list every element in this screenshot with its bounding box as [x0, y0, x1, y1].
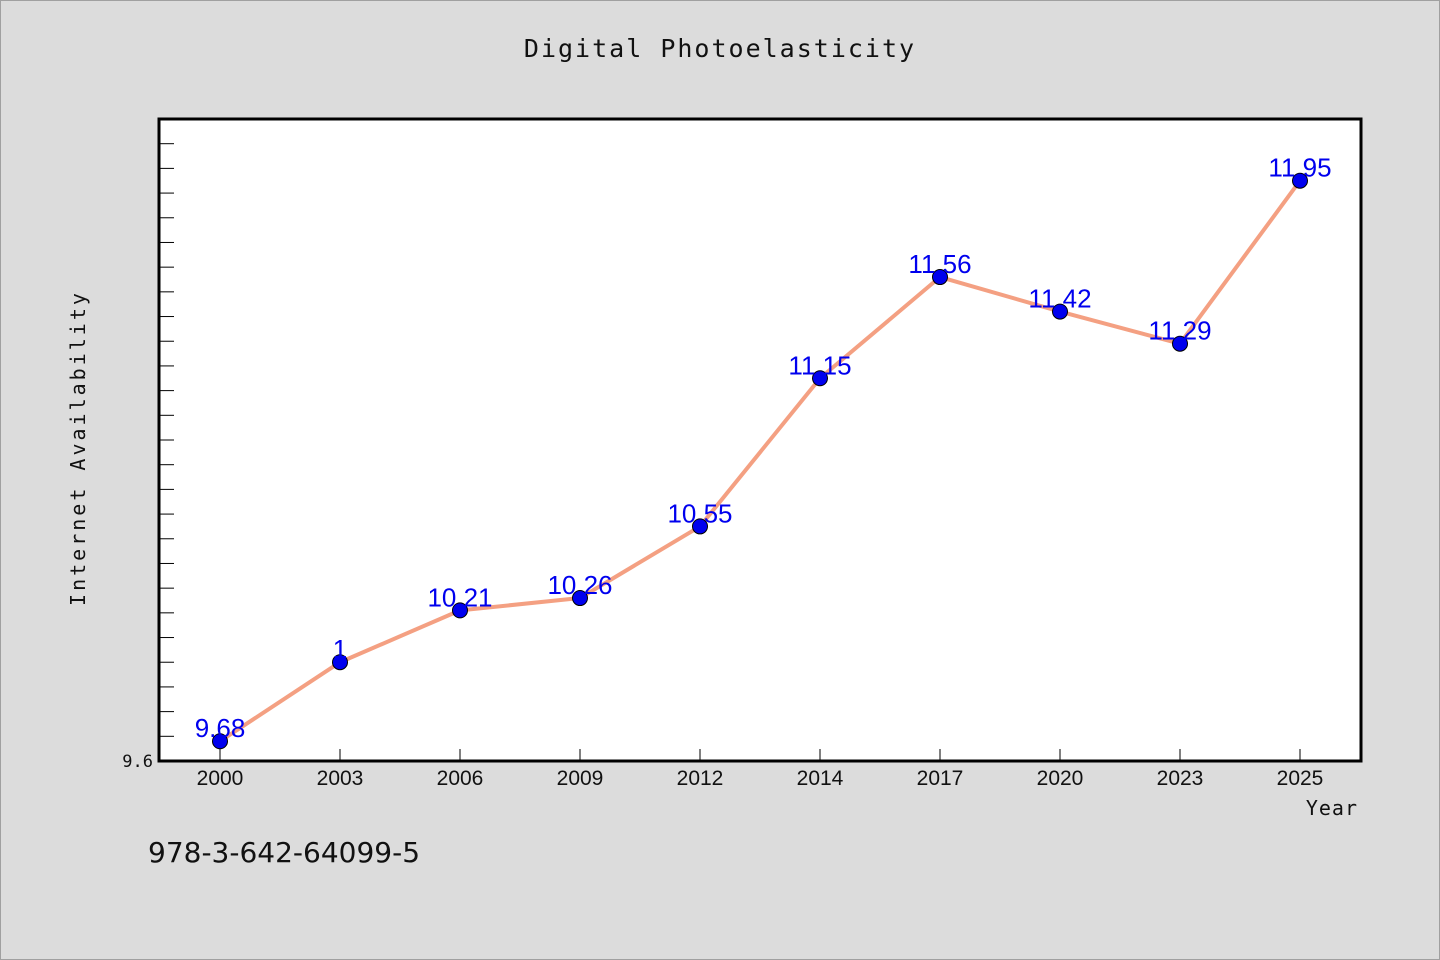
data-point	[1292, 172, 1308, 189]
data-point	[332, 654, 348, 671]
chart-title: Digital Photoelasticity	[523, 34, 917, 63]
data-label: 10.21	[427, 582, 492, 612]
data-label: 10.55	[667, 498, 732, 528]
x-tick-label: 2012	[677, 767, 724, 790]
data-label: 11.95	[1268, 153, 1331, 183]
data-label: 1	[333, 634, 347, 664]
x-axis-label: Year	[1305, 796, 1358, 820]
y-tick-label: 9.6	[122, 752, 153, 772]
data-point	[812, 370, 828, 387]
data-point	[212, 733, 228, 750]
data-label: 9.68	[195, 713, 246, 743]
x-tick-label: 2023	[1157, 767, 1204, 790]
data-label: 11.56	[908, 249, 971, 279]
x-tick-label: 2025	[1277, 767, 1324, 790]
x-tick-label: 2020	[1037, 767, 1084, 790]
x-tick-label: 2003	[317, 767, 364, 790]
x-tick-label: 2017	[917, 767, 964, 790]
isbn-footnote: 978-3-642-64099-5	[148, 836, 421, 869]
data-label: 11.29	[1148, 316, 1211, 346]
x-tick-label: 2006	[437, 767, 484, 790]
data-label: 10.26	[547, 570, 612, 600]
data-point	[572, 590, 588, 607]
data-point	[1052, 303, 1068, 320]
data-point	[692, 518, 708, 535]
data-point	[932, 269, 948, 286]
x-tick-label: 2009	[557, 767, 604, 790]
data-label: 11.42	[1028, 284, 1091, 314]
x-tick-label: 2014	[797, 767, 844, 790]
data-point	[1172, 335, 1188, 352]
x-tick-label: 2000	[197, 767, 244, 790]
series-line	[218, 179, 1302, 743]
data-point	[452, 602, 468, 619]
data-label: 11.15	[788, 350, 851, 380]
